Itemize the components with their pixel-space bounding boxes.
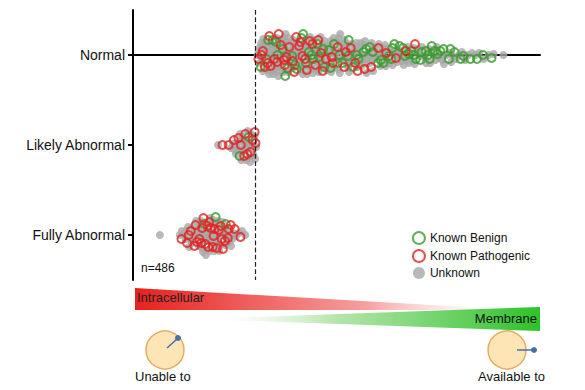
svg-text:Intracellular: Intracellular — [137, 290, 205, 305]
svg-text:Unknown: Unknown — [430, 266, 480, 280]
svg-text:Known Pathogenic: Known Pathogenic — [430, 249, 530, 263]
svg-text:n=486: n=486 — [141, 261, 175, 275]
svg-text:Unable to: Unable to — [135, 369, 191, 384]
svg-text:Fully Abnormal: Fully Abnormal — [32, 227, 125, 243]
svg-text:Normal: Normal — [80, 47, 125, 63]
svg-text:Known Benign: Known Benign — [430, 231, 507, 245]
svg-text:Membrane: Membrane — [475, 311, 537, 326]
svg-text:Available to: Available to — [478, 369, 545, 384]
svg-text:Likely Abnormal: Likely Abnormal — [26, 137, 125, 153]
